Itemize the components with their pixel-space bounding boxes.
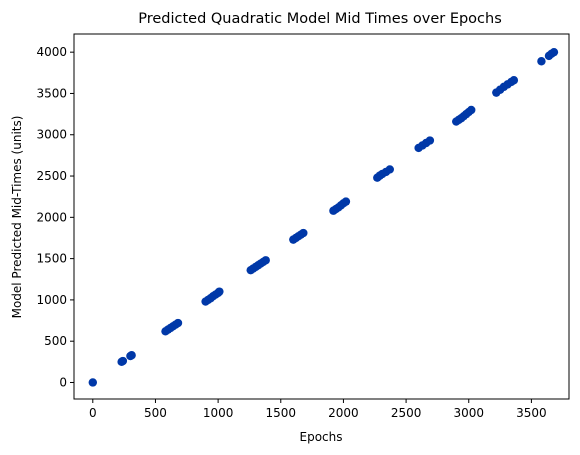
x-tick-label: 500: [144, 406, 167, 420]
data-point: [467, 105, 476, 115]
data-point: [537, 57, 546, 66]
y-axis-label: Model Predicted Mid-Times (units): [10, 116, 24, 319]
data-point: [509, 76, 519, 85]
y-tick-label: 2000: [36, 210, 67, 224]
x-axis-label: Epochs: [300, 430, 343, 444]
x-tick-label: 2000: [328, 406, 359, 420]
x-tick-label: 3000: [453, 406, 484, 420]
chart-title: Predicted Quadratic Model Mid Times over…: [138, 11, 502, 27]
data-point: [385, 165, 394, 174]
y-axis-ticks: 0 500 1000 1500 2000 2500 3000 3500 4000: [36, 45, 74, 389]
x-tick-label: 1000: [203, 406, 234, 420]
x-axis-ticks: 0 500 1000 1500 2000 2500 3000 3500: [89, 399, 547, 420]
plot-area-frame: [73, 33, 570, 400]
data-point: [127, 351, 136, 360]
x-tick-label: 1500: [265, 406, 296, 420]
data-point: [261, 256, 270, 265]
x-tick-label: 0: [89, 406, 97, 420]
x-tick-label: 2500: [391, 406, 422, 420]
data-points: [88, 47, 559, 387]
y-tick-label: 1000: [36, 293, 67, 307]
y-tick-label: 3500: [36, 86, 67, 100]
y-tick-label: 3000: [36, 128, 67, 142]
data-point: [173, 318, 183, 328]
y-tick-label: 2500: [36, 169, 67, 183]
data-point: [118, 356, 128, 366]
data-point: [549, 47, 559, 57]
y-tick-label: 500: [44, 334, 67, 348]
data-point: [299, 228, 308, 238]
x-tick-label: 3500: [516, 406, 547, 420]
data-point: [215, 287, 224, 296]
data-point: [425, 136, 435, 145]
data-point: [88, 378, 97, 387]
y-tick-label: 4000: [36, 45, 67, 59]
y-tick-label: 1500: [36, 252, 67, 266]
y-tick-label: 0: [59, 375, 67, 389]
data-point: [341, 197, 351, 206]
